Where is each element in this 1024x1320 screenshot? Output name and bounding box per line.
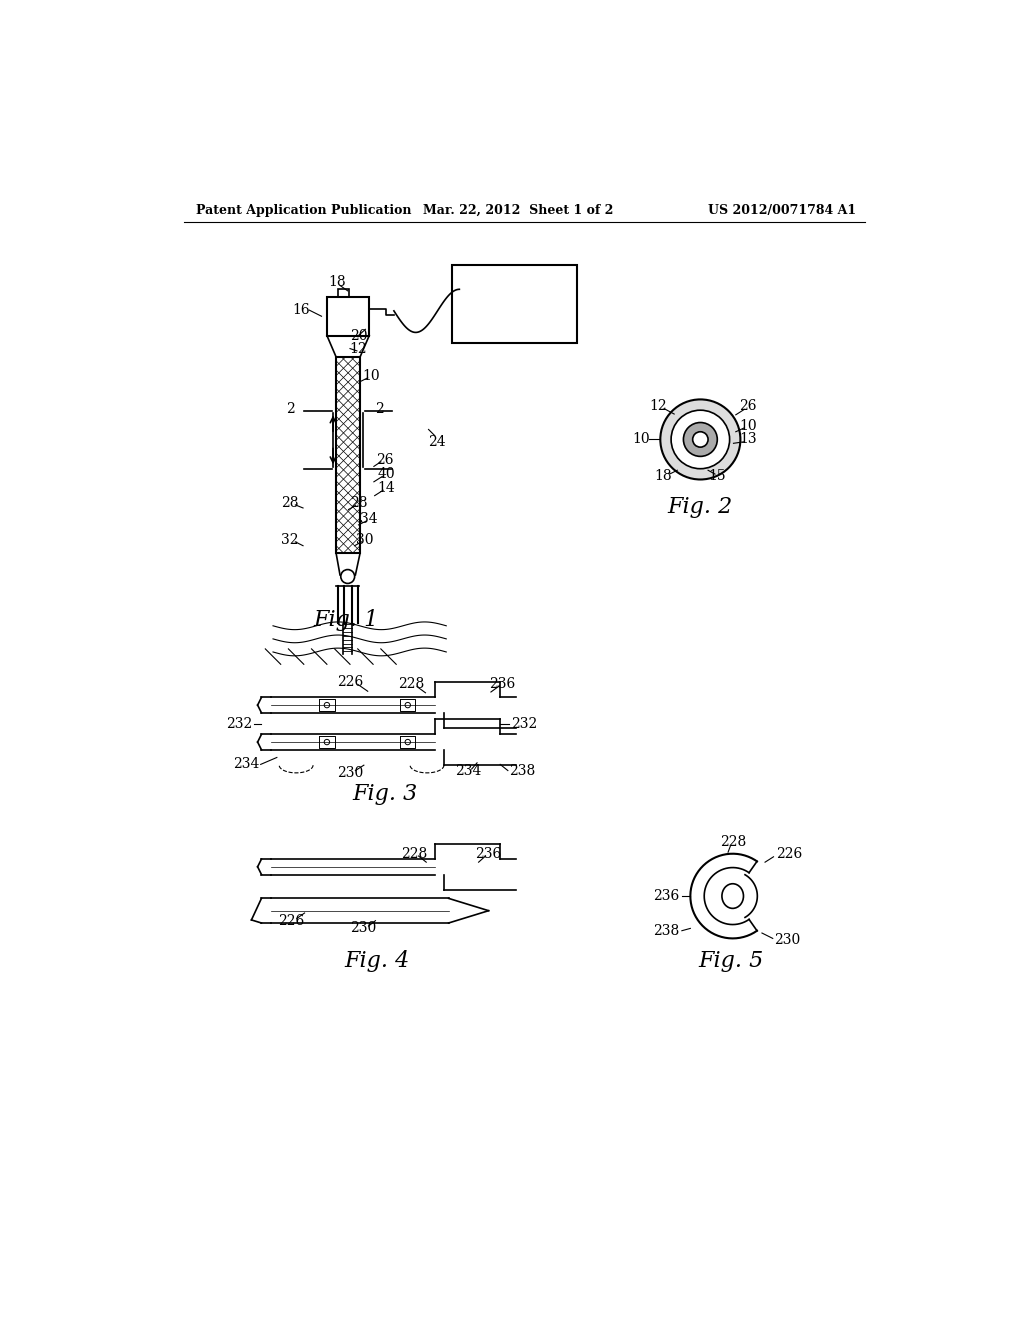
Text: Fig. 4: Fig. 4 [344,950,410,972]
Text: Fig. 5: Fig. 5 [698,950,764,972]
Text: 28: 28 [350,496,368,511]
Text: 10: 10 [739,418,757,433]
Text: 20: 20 [350,329,368,342]
Text: 228: 228 [400,846,427,861]
Text: 236: 236 [488,677,515,690]
Text: 10: 10 [632,433,650,446]
Text: 28: 28 [282,496,299,511]
Text: 26: 26 [739,400,757,413]
Wedge shape [705,869,761,924]
Text: 226: 226 [776,847,802,862]
Text: 236: 236 [653,890,680,903]
Text: 2: 2 [287,401,295,416]
Text: 230: 230 [337,766,364,780]
Text: 10: 10 [362,370,380,383]
Text: 14: 14 [377,480,395,495]
Circle shape [683,422,717,457]
Text: 32: 32 [282,533,299,548]
Text: 12: 12 [649,400,667,413]
Circle shape [660,400,740,479]
Text: US 2012/0071784 A1: US 2012/0071784 A1 [708,205,856,218]
Text: Fig. 3: Fig. 3 [352,783,418,805]
Text: 236: 236 [475,846,501,861]
Text: 30: 30 [356,533,374,548]
Text: 228: 228 [720,836,745,849]
Text: 13: 13 [739,433,757,446]
Text: 34: 34 [360,512,378,525]
Text: 238: 238 [509,763,536,777]
Text: Fig. 1: Fig. 1 [313,610,379,631]
Circle shape [341,570,354,583]
Text: 234: 234 [232,758,259,771]
Text: 230: 230 [774,933,801,946]
Text: 24: 24 [428,434,445,449]
Text: 238: 238 [653,924,680,937]
Text: 18: 18 [328,275,346,289]
Text: Patent Application Publication: Patent Application Publication [196,205,412,218]
Polygon shape [453,264,578,343]
Text: 16: 16 [293,304,310,317]
Polygon shape [336,358,360,553]
Text: Mar. 22, 2012  Sheet 1 of 2: Mar. 22, 2012 Sheet 1 of 2 [423,205,613,218]
Text: 12: 12 [349,342,368,356]
Circle shape [671,411,730,469]
Text: Fig. 2: Fig. 2 [668,496,733,519]
Text: 232: 232 [511,717,538,731]
Text: 230: 230 [350,921,376,936]
Circle shape [692,432,708,447]
Text: 232: 232 [226,717,252,731]
Text: 40: 40 [378,467,395,480]
Text: 2: 2 [375,401,384,416]
Text: 226: 226 [337,675,364,689]
Text: 228: 228 [398,677,425,692]
Text: 18: 18 [654,469,672,483]
Text: 234: 234 [455,763,481,777]
Text: 226: 226 [278,913,304,928]
Text: 15: 15 [709,469,726,483]
Text: 26: 26 [376,453,393,467]
